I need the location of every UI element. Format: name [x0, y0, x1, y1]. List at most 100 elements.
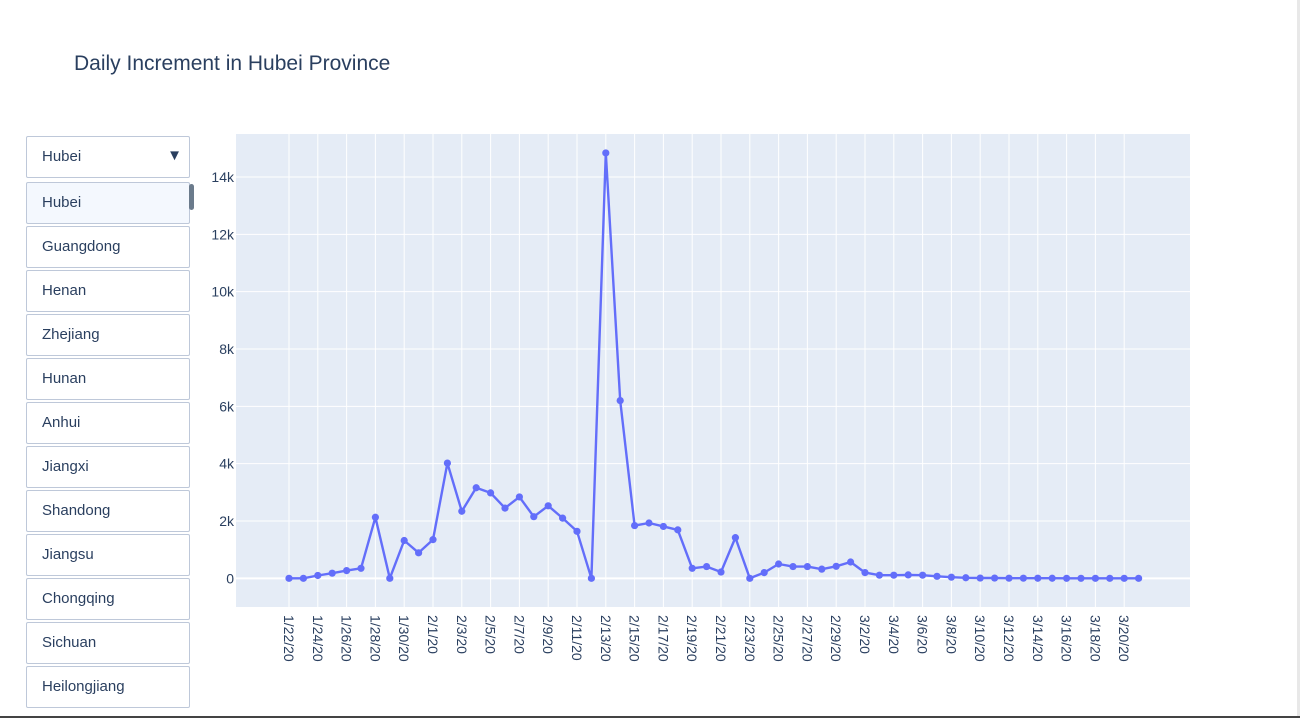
x-tick-label: 2/13/20: [598, 615, 614, 662]
dropdown-option[interactable]: Henan: [26, 270, 190, 312]
data-point: [357, 564, 365, 572]
x-tick-label: 3/8/20: [943, 615, 959, 654]
x-tick-label: 3/18/20: [1087, 615, 1103, 662]
data-point: [1034, 574, 1042, 582]
data-point: [472, 484, 480, 492]
y-tick-label: 4k: [219, 456, 235, 472]
data-point: [703, 562, 711, 571]
dropdown-option[interactable]: Jiangsu: [26, 534, 190, 576]
dropdown-option[interactable]: Shandong: [26, 490, 190, 532]
y-tick-label: 6k: [219, 398, 235, 414]
x-tick-label: 3/20/20: [1116, 615, 1132, 662]
x-tick-label: 2/29/20: [828, 615, 844, 662]
data-point: [847, 558, 855, 566]
dropdown-scrollbar[interactable]: [189, 184, 194, 210]
x-tick-label: 1/28/20: [367, 615, 383, 662]
data-point: [746, 574, 754, 582]
data-point: [602, 149, 610, 157]
dropdown-option[interactable]: Heilongjiang: [26, 666, 190, 708]
data-point: [299, 574, 307, 582]
x-tick-label: 2/5/20: [483, 615, 499, 654]
bottom-border: [0, 716, 1300, 718]
x-tick-label: 2/23/20: [742, 615, 758, 662]
data-point: [890, 571, 898, 579]
data-point: [386, 574, 394, 582]
dropdown-option[interactable]: Zhejiang: [26, 314, 190, 356]
y-tick-label: 8k: [219, 341, 235, 357]
x-tick-label: 2/7/20: [511, 615, 527, 654]
data-point: [1077, 574, 1085, 582]
y-tick-label: 2k: [219, 513, 235, 529]
x-tick-label: 1/22/20: [281, 615, 297, 662]
x-tick-label: 1/26/20: [339, 615, 355, 662]
data-point: [688, 564, 696, 572]
data-point: [400, 536, 408, 545]
data-point: [530, 513, 538, 521]
dropdown-option[interactable]: Chongqing: [26, 578, 190, 620]
dropdown-selected-label: Hubei: [42, 148, 82, 165]
y-tick-label: 10k: [211, 284, 235, 300]
data-point: [731, 534, 740, 542]
data-point: [1120, 574, 1128, 582]
dropdown-selected[interactable]: Hubei ▼: [26, 136, 190, 178]
data-point: [645, 519, 653, 527]
data-point: [904, 571, 912, 579]
x-tick-label: 3/12/20: [1001, 615, 1017, 662]
x-tick-label: 2/17/20: [655, 615, 671, 662]
grid-lines: [236, 134, 1190, 607]
triangle-down-icon[interactable]: ▼: [167, 147, 182, 164]
data-point: [328, 569, 336, 577]
data-point: [875, 571, 884, 579]
data-point: [1135, 574, 1143, 582]
data-point: [659, 522, 668, 531]
data-point: [1048, 574, 1056, 582]
dropdown-option[interactable]: Anhui: [26, 402, 190, 444]
data-point: [976, 574, 984, 582]
data-point: [919, 571, 927, 579]
data-point: [343, 566, 351, 575]
data-point: [544, 502, 552, 510]
x-tick-label: 2/11/20: [569, 615, 585, 661]
data-point: [415, 549, 423, 557]
dropdown-options: Hubei Guangdong Henan Zhejiang Hunan Anh…: [26, 182, 190, 710]
y-tick-label: 0: [226, 570, 234, 586]
data-point: [501, 504, 509, 512]
right-border: [1297, 0, 1300, 718]
x-tick-label: 1/30/20: [396, 615, 412, 662]
data-point: [789, 562, 797, 571]
data-point: [717, 568, 725, 576]
dropdown-option[interactable]: Sichuan: [26, 622, 190, 664]
data-point: [1063, 574, 1071, 582]
dropdown-option[interactable]: Hubei: [26, 182, 190, 224]
data-point: [285, 574, 293, 582]
x-tick-label: 2/1/20: [425, 615, 441, 654]
x-tick-label: 2/19/20: [684, 615, 700, 662]
x-tick-label: 2/9/20: [540, 615, 556, 654]
data-point: [1005, 574, 1013, 582]
data-point: [371, 513, 379, 521]
chart-title: Daily Increment in Hubei Province: [74, 52, 391, 75]
dropdown-option[interactable]: Guangdong: [26, 226, 190, 268]
data-point: [631, 521, 639, 530]
y-tick-label: 14k: [211, 169, 235, 185]
x-tick-label: 2/3/20: [454, 615, 470, 654]
data-point: [458, 507, 466, 515]
data-point: [443, 459, 451, 467]
data-point: [1106, 574, 1114, 582]
x-tick-label: 1/24/20: [310, 615, 326, 662]
x-tick-label: 3/4/20: [886, 615, 902, 654]
data-point: [616, 397, 624, 405]
x-tick-label: 2/15/20: [627, 615, 643, 662]
dropdown-option[interactable]: Hunan: [26, 358, 190, 400]
data-point: [991, 574, 999, 582]
data-point: [515, 493, 524, 501]
x-tick-label: 2/27/20: [799, 615, 815, 662]
dropdown-option[interactable]: Jiangxi: [26, 446, 190, 488]
data-point: [587, 574, 596, 582]
data-point: [962, 574, 970, 582]
series-points: [285, 149, 1143, 582]
y-axis: 0 2k 4k 6k 8k 10k 12k 14k: [211, 169, 235, 586]
province-dropdown[interactable]: Hubei ▼ Hubei Guangdong Henan Zhejiang H…: [26, 136, 190, 708]
data-point: [559, 514, 567, 522]
data-point: [1091, 574, 1099, 582]
